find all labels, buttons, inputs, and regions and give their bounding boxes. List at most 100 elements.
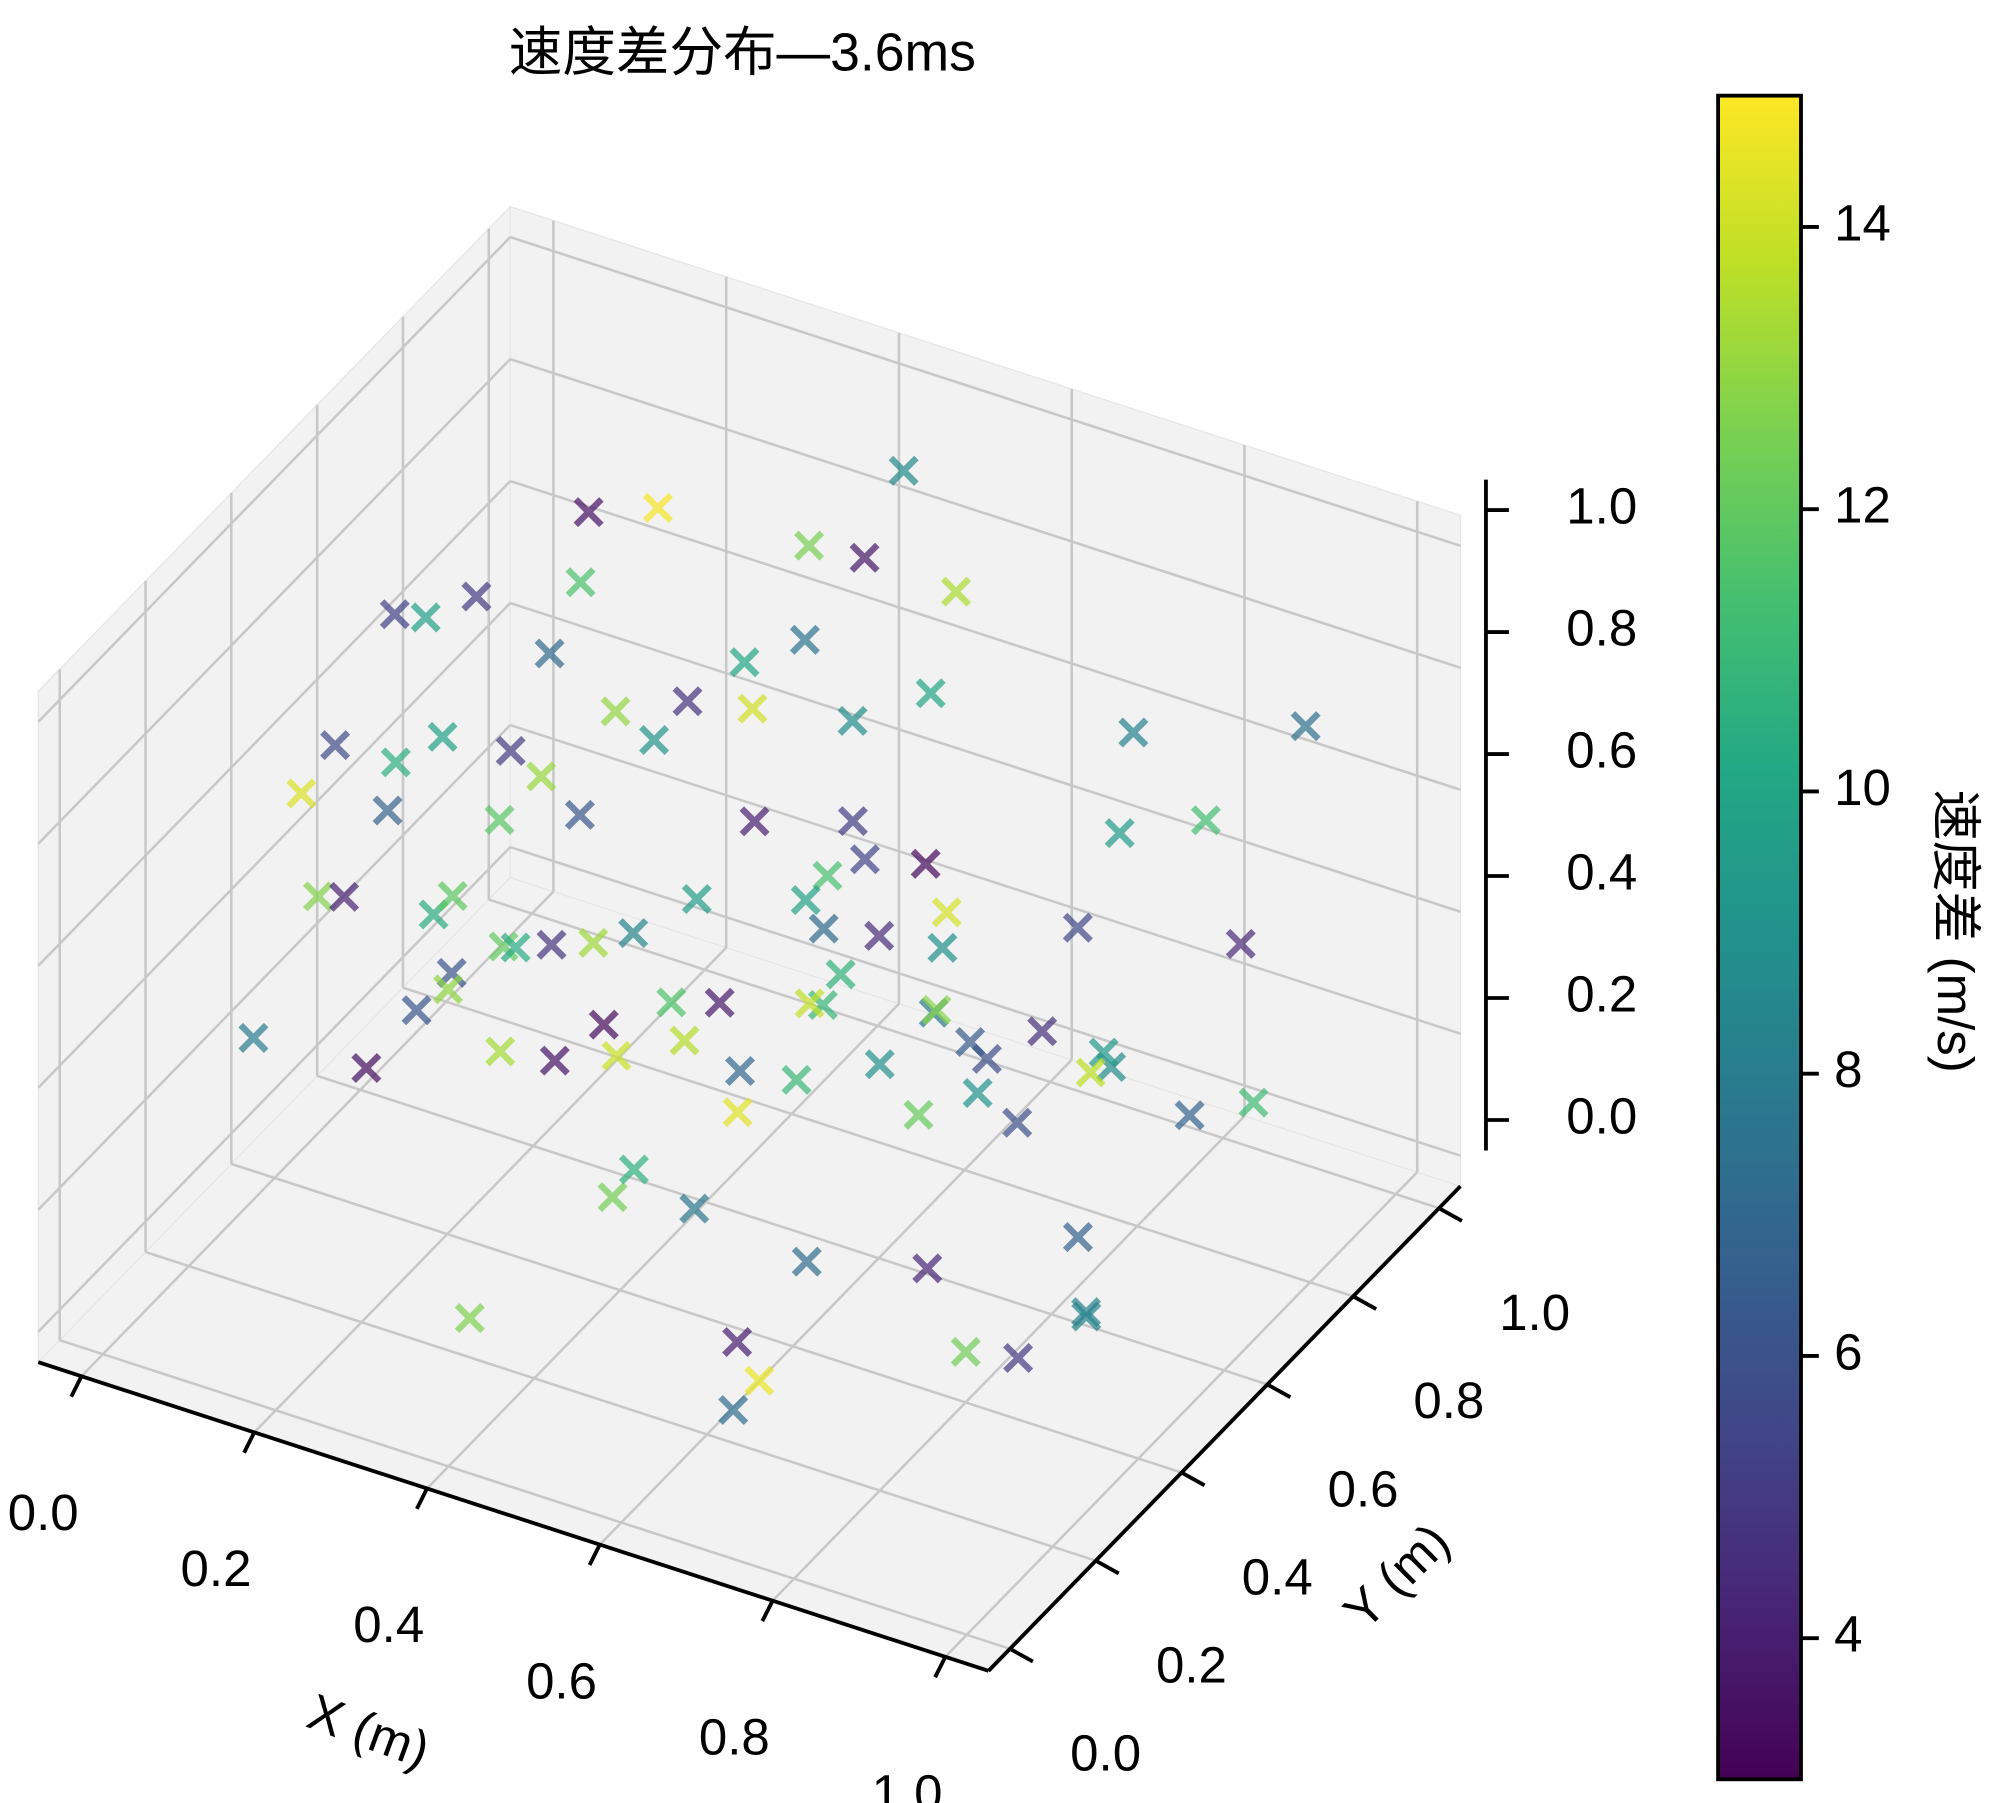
scatter-point [564,799,595,830]
y-tick-label: 1.0 [1499,1284,1570,1341]
scatter-point [888,455,919,486]
x-tick-label: 0.2 [181,1540,252,1597]
scatter-point [955,1026,986,1057]
scatter-point [825,959,856,990]
z-tick-label: 0.6 [1566,722,1637,779]
colorbar [1716,93,1803,1782]
scatter-point [597,1182,628,1213]
grid-line [426,1002,900,1490]
scatter-point [1003,1342,1034,1374]
scatter-point [303,881,334,912]
scatter-point [681,883,712,914]
scatter-point [921,994,952,1025]
scatter-point [669,1025,700,1056]
grid-line [509,601,1461,913]
x-tick [933,1655,948,1679]
scatter-point [484,804,515,835]
y-tick [1180,1470,1206,1488]
scatter-point [433,974,464,1005]
z-tick-label: 0.4 [1566,843,1637,900]
scatter-point [903,1099,934,1130]
grid-line [944,1171,1419,1658]
scatter-point [1088,1037,1119,1068]
grid-line [488,898,1440,1210]
grid-line [37,724,512,1211]
z-tick-label: 1.0 [1566,478,1637,535]
scatter-point [1075,1057,1106,1088]
x-tick [415,1487,429,1510]
scatter-point [1174,1100,1205,1131]
scatter-point [864,1049,895,1080]
scatter-point [912,1253,943,1284]
z-tick-label: 0.0 [1566,1087,1637,1144]
grid-line [509,357,1461,669]
grid-line [402,986,1354,1298]
scatter-point [1104,818,1135,849]
grid-line [509,235,1461,547]
scatter-point [500,932,531,963]
scatter-point [718,1395,749,1426]
grid-line [145,1250,1097,1562]
grid-line [80,890,555,1378]
scatter-point [808,913,839,944]
scatter-point [534,638,565,669]
scatter-point [737,693,768,724]
scatter-point [536,929,567,960]
scatter-point [725,1055,756,1086]
scatter-point [639,724,670,756]
scatter-point [1190,805,1221,836]
scatter-point [789,624,820,655]
x-tick-label: 0.4 [353,1596,424,1653]
grid-line [598,1059,1073,1546]
scatter-point [351,1053,382,1084]
colorbar-tick-label: 14 [1834,194,1891,251]
scatter-point [600,696,631,727]
scatter-point [238,1022,269,1053]
z-tick-label: 0.8 [1566,600,1637,657]
scatter-point [1118,717,1149,748]
scatter-point [812,860,843,891]
scatter-point [427,721,458,752]
colorbar-tick-label: 4 [1834,1606,1862,1663]
scatter-point [729,647,760,678]
scatter-point [601,1040,632,1071]
grid-line [37,236,512,723]
y-tick-label: 0.8 [1413,1372,1484,1429]
scatter-point [329,881,360,912]
y-tick [1352,1294,1378,1311]
scatter-point [588,1009,619,1040]
scatter-point [410,602,441,633]
scatter-point [790,885,821,916]
scatter-point [578,927,609,958]
scatter-point [1027,1016,1058,1047]
x-tick-label: 0.6 [526,1652,597,1709]
scatter-point [849,844,880,875]
y-axis-label: Y (m) [1332,1512,1460,1640]
y-tick [1009,1647,1034,1664]
scatter-point [1062,1222,1093,1253]
colorbar-tick-label: 12 [1834,477,1891,534]
scatter-point [722,1327,753,1358]
y-tick [1266,1382,1292,1399]
scatter-point [1238,1087,1269,1118]
scatter-point [1002,1107,1033,1138]
grid-line [37,480,512,967]
grid-line [771,1115,1246,1602]
scatter-point [931,897,962,928]
grid-line [37,358,512,845]
scatter-point [744,1365,775,1396]
scatter-point [915,678,946,709]
grid-line [37,602,512,1089]
scatter-point [539,1045,570,1076]
x-tick-label: 0.8 [699,1708,770,1765]
grid-line [230,1162,1182,1474]
chart-title: 速度差分布—3.6ms [509,23,976,82]
scatter-point [1062,912,1093,943]
scatter-point [320,730,351,761]
y-tick [1438,1206,1463,1223]
scatter-point [739,806,770,837]
grid-line [509,479,1461,791]
scatter-point [950,1336,981,1367]
scatter-point [864,920,895,951]
